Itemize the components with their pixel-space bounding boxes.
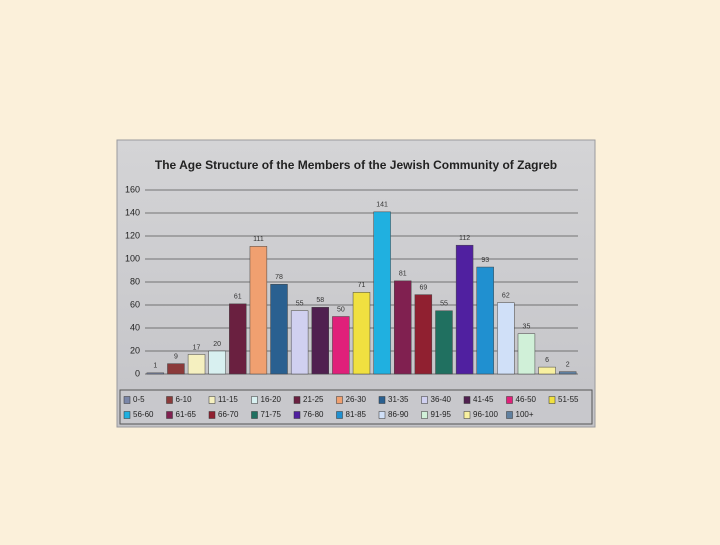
legend-label: 51-55	[558, 395, 579, 404]
data-label: 50	[337, 306, 345, 313]
legend-swatch	[208, 411, 216, 419]
bar	[373, 211, 391, 375]
legend-label: 76-80	[303, 410, 324, 419]
legend-swatch	[463, 411, 471, 419]
chart-panel	[116, 139, 596, 428]
bar	[146, 372, 165, 375]
legend-swatch	[293, 396, 301, 404]
legend-swatch	[421, 411, 428, 419]
data-label: 20	[213, 341, 221, 348]
legend-swatch	[123, 396, 131, 404]
y-tick-label: 0	[135, 368, 140, 378]
data-label: 93	[481, 257, 489, 264]
bar	[538, 366, 556, 375]
bar	[249, 246, 268, 375]
legend-swatch	[336, 411, 343, 419]
legend-label: 66-70	[218, 410, 239, 419]
data-label: 58	[316, 297, 324, 304]
legend-label: 56-60	[133, 410, 154, 419]
data-label: 2	[566, 362, 570, 369]
data-label: 81	[399, 271, 407, 278]
bar	[455, 244, 474, 375]
data-label: 1	[153, 363, 157, 370]
data-label: 78	[275, 274, 283, 281]
legend-label: 86-90	[388, 410, 409, 419]
y-tick-label: 120	[125, 230, 140, 240]
y-tick-label: 40	[130, 322, 140, 332]
data-label: 112	[459, 235, 470, 242]
bar	[497, 302, 515, 375]
legend-swatch	[251, 396, 258, 404]
bar	[208, 350, 226, 375]
legend-label: 31-35	[388, 395, 409, 404]
legend-swatch	[378, 396, 386, 404]
legend-swatch	[548, 396, 556, 404]
data-label: 141	[376, 202, 388, 209]
legend-swatch	[293, 411, 301, 419]
legend-swatch	[166, 396, 173, 404]
chart: 0 20 40 60 80 100 120 140 160 1 9 17 20 61 111 78 55 58 50…	[123, 184, 579, 419]
legend-swatch	[506, 411, 513, 419]
data-label: 6	[545, 357, 549, 364]
bar	[394, 280, 412, 375]
y-tick-label: 80	[130, 276, 140, 286]
data-label: 71	[358, 282, 366, 289]
legend-label: 11-15	[218, 395, 238, 404]
bar	[311, 307, 329, 375]
legend-label: 16-20	[261, 395, 282, 404]
bar	[352, 292, 371, 375]
y-tick-label: 100	[125, 253, 140, 263]
legend-label: 41-45	[473, 395, 494, 404]
legend-label: 6-10	[176, 395, 193, 404]
legend-swatch	[421, 396, 428, 404]
bar	[435, 310, 453, 375]
bar	[332, 316, 350, 375]
data-label: 62	[502, 293, 510, 300]
bar	[187, 354, 206, 375]
legend-box	[119, 389, 593, 425]
y-tick-label: 60	[130, 299, 140, 309]
legend-swatch	[463, 396, 471, 404]
legend-swatch	[336, 396, 343, 404]
legend-label: 61-65	[176, 410, 197, 419]
legend-label: 96-100	[473, 410, 498, 419]
legend-swatch	[251, 411, 258, 419]
bar	[290, 310, 309, 375]
legend-swatch	[208, 396, 216, 404]
bar	[270, 284, 288, 375]
data-label: 55	[296, 301, 304, 308]
bar	[476, 266, 494, 375]
bar	[229, 303, 247, 375]
chart-title: The Age Structure of the Members of the …	[155, 158, 557, 172]
bar	[558, 371, 577, 375]
bar	[414, 294, 433, 375]
legend-label: 26-30	[346, 395, 367, 404]
legend-label: 21-25	[303, 395, 324, 404]
data-label: 69	[419, 284, 427, 291]
y-tick-label: 160	[125, 184, 140, 194]
legend-swatch	[123, 411, 131, 419]
legend-label: 71-75	[261, 410, 282, 419]
data-label: 61	[234, 294, 242, 301]
data-label: 17	[193, 344, 201, 351]
data-label: 35	[523, 324, 531, 331]
legend-swatch	[166, 411, 173, 419]
bar	[167, 363, 185, 375]
bar	[517, 333, 536, 375]
y-tick-label: 140	[125, 207, 140, 217]
data-label: 55	[440, 301, 448, 308]
y-tick-label: 20	[130, 345, 140, 355]
data-label: 111	[253, 236, 264, 243]
legend-label: 0-5	[133, 395, 145, 404]
legend-swatch	[378, 411, 386, 419]
legend-label: 36-40	[431, 395, 452, 404]
legend-label: 91-95	[431, 410, 452, 419]
legend-swatch	[506, 396, 513, 404]
legend-label: 100+	[516, 410, 534, 419]
legend-label: 46-50	[516, 395, 537, 404]
data-label: 9	[174, 353, 178, 360]
legend-label: 81-85	[346, 410, 367, 419]
